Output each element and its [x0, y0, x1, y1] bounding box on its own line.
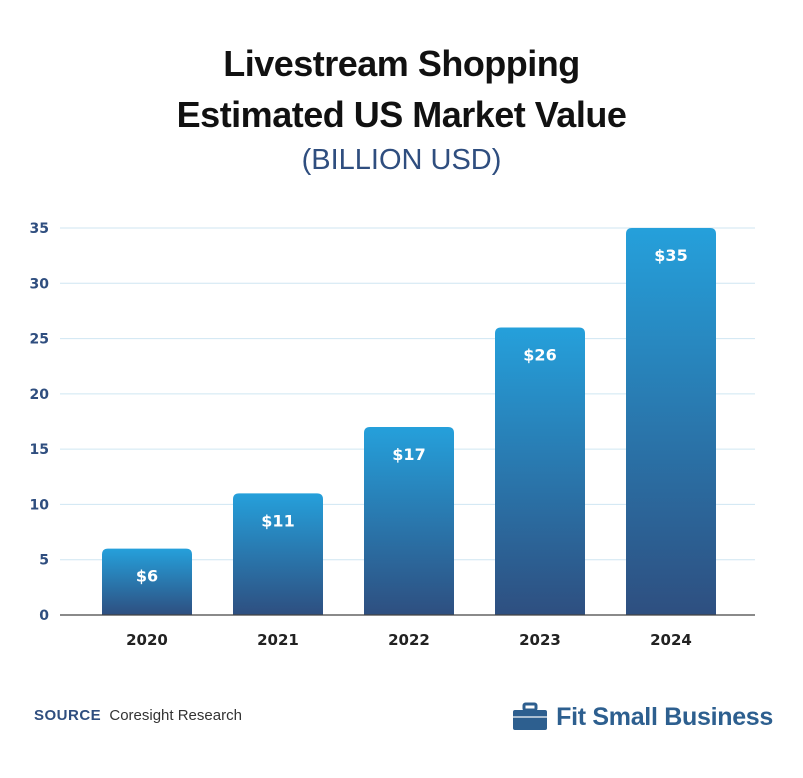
x-axis-ticks: 2020 2021 2022 2023 2024: [126, 631, 692, 649]
x-tick-label: 2020: [126, 631, 168, 649]
chart-title-line2: Estimated US Market Value: [176, 94, 627, 135]
x-tick-label: 2022: [388, 631, 430, 649]
y-tick-label: 10: [30, 497, 50, 513]
data-label: $26: [523, 346, 556, 365]
bars: $6 $11 $17 $26 $35: [102, 228, 716, 615]
y-axis-ticks: 0 5 10 15 20 25 30 35: [30, 221, 50, 624]
chart-subtitle: (BILLION USD): [301, 144, 502, 176]
bar-2024: [626, 228, 716, 615]
brand-logo: Fit Small Business: [512, 702, 773, 732]
data-label: $6: [136, 567, 158, 586]
briefcase-icon: [513, 702, 548, 730]
x-tick-label: 2024: [650, 631, 692, 649]
x-tick-label: 2023: [519, 631, 561, 649]
y-tick-label: 25: [30, 332, 49, 348]
source-label: SOURCE: [34, 707, 102, 724]
data-label: $35: [654, 246, 687, 265]
y-tick-label: 30: [30, 276, 50, 292]
brand-name: Fit Small Business: [556, 702, 773, 731]
bar-2021: [233, 493, 323, 615]
y-tick-label: 5: [39, 553, 49, 569]
source-text: Coresight Research: [109, 707, 242, 724]
y-tick-label: 0: [39, 608, 49, 624]
data-label: $11: [261, 511, 294, 530]
bar-2023: [495, 327, 585, 615]
y-tick-label: 20: [30, 387, 50, 403]
bar-2020: [102, 548, 192, 615]
y-tick-label: 15: [30, 442, 49, 458]
y-tick-label: 35: [30, 221, 49, 237]
data-label: $17: [392, 445, 425, 464]
x-tick-label: 2021: [257, 631, 299, 649]
chart-title: Livestream Shopping: [223, 43, 580, 84]
source-note: SOURCE Coresight Research: [34, 707, 242, 724]
bar-2022: [364, 427, 454, 615]
